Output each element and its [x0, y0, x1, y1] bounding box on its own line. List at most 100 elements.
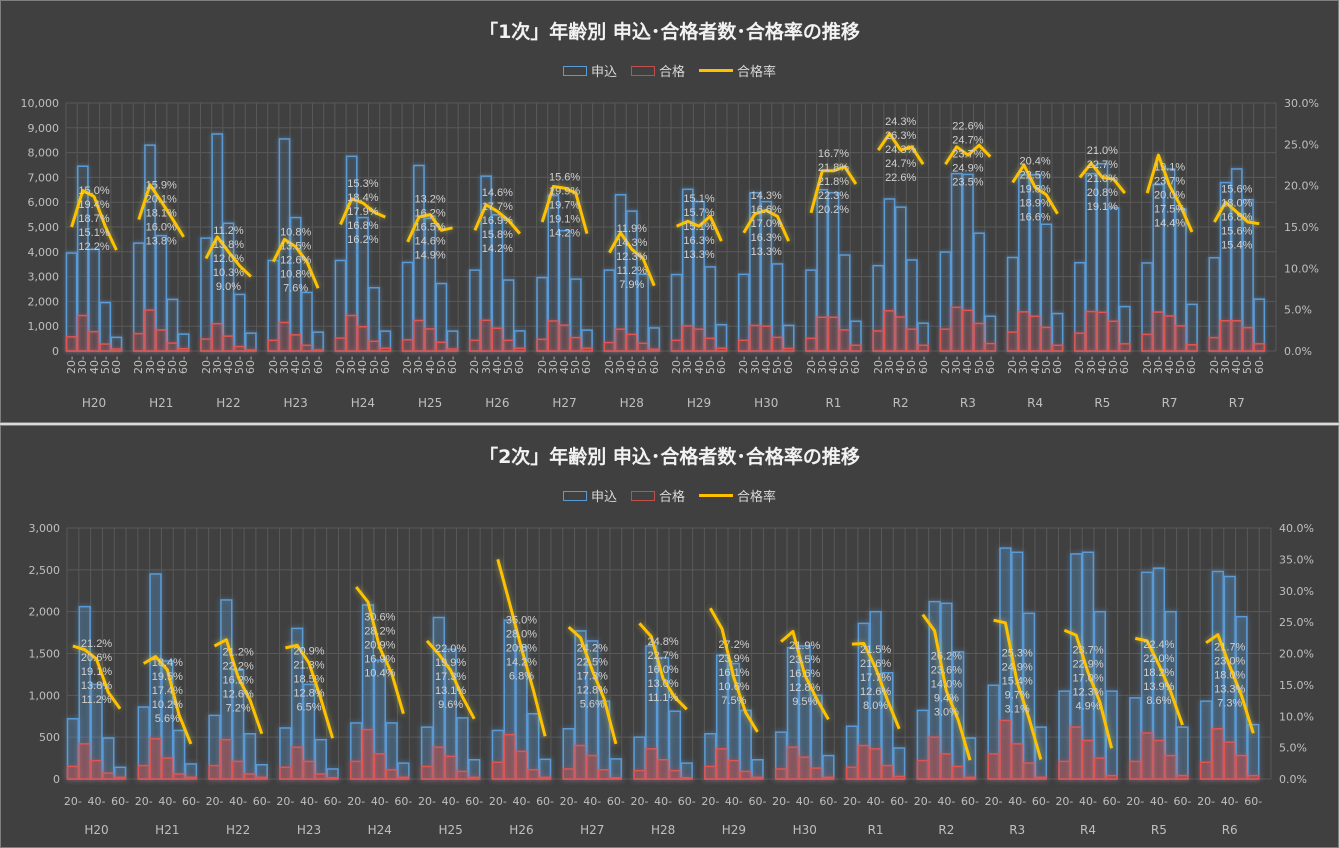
category-label: 60- — [916, 356, 930, 374]
group-label: H20 — [82, 396, 106, 410]
category-label: 40- — [961, 356, 975, 374]
rate-data-label: 14.3% — [616, 237, 647, 249]
rate-data-label: 16.0% — [146, 221, 177, 233]
rate-data-label: 12.3% — [616, 251, 647, 263]
group-label: R5 — [1151, 823, 1167, 837]
category-label: 40- — [1008, 795, 1026, 808]
rate-data-label: 22.6% — [885, 172, 916, 184]
bar-passed — [1199, 761, 1213, 780]
rate-line — [355, 586, 405, 715]
bar-passed — [1074, 332, 1086, 352]
rate-data-label: 16.0% — [647, 664, 678, 676]
rate-data-label: 15.6% — [549, 172, 580, 184]
rate-data-label: 20.1% — [146, 193, 177, 205]
rate-data-label: 3.0% — [934, 706, 959, 718]
y-tick-label: 3,000 — [28, 271, 60, 284]
bar-passed — [1022, 762, 1036, 780]
bar-passed — [1176, 774, 1189, 780]
rate-data-label: 30.6% — [364, 612, 395, 624]
rate-data-label: 26.2% — [931, 650, 962, 662]
group-label: R5 — [1094, 396, 1110, 410]
bar-passed — [648, 348, 661, 352]
rate-data-label: 10.8% — [280, 227, 311, 239]
rate-data-label: 15.8% — [482, 229, 513, 241]
rate-data-label: 35.0% — [506, 614, 537, 626]
category-label: 60- — [647, 356, 661, 374]
category-label: 60- — [714, 356, 728, 374]
bar-passed — [581, 347, 593, 352]
bar-applicants — [782, 324, 795, 352]
y2-tick-label: 30.0% — [1284, 97, 1319, 110]
bar-passed — [845, 766, 859, 780]
bar-passed — [739, 770, 752, 780]
bar-passed — [645, 748, 658, 780]
rate-line — [567, 625, 618, 745]
y2-tick-label: 30.0% — [1279, 585, 1314, 598]
category-label: 60- — [253, 795, 271, 808]
rate-data-label: 16.9% — [364, 654, 395, 666]
rate-data-label: 23.0% — [1214, 655, 1245, 667]
rate-data-label: 28.0% — [506, 628, 537, 640]
rate-data-label: 14.9% — [415, 249, 446, 261]
rate-data-label: 19.1% — [1087, 201, 1118, 213]
rate-data-label: 19.1% — [549, 214, 580, 226]
bar-passed — [850, 344, 862, 352]
bar-passed — [424, 328, 436, 352]
category-label: 20- — [468, 356, 482, 374]
group-label: R3 — [960, 396, 976, 410]
rate-data-label: 16.8% — [347, 220, 378, 232]
rate-line — [271, 237, 320, 289]
y-tick-label: 0 — [53, 773, 60, 786]
rate-line — [944, 143, 992, 166]
bar-passed — [1211, 728, 1225, 780]
rate-data-label: 15.0% — [78, 185, 109, 197]
category-label: 40- — [1079, 795, 1097, 808]
rate-line — [540, 185, 589, 234]
bar-passed — [893, 775, 906, 780]
category-label: 60- — [1185, 356, 1199, 374]
group-label: R2 — [938, 823, 954, 837]
rate-data-label: 18.4% — [347, 192, 378, 204]
bar-applicants — [243, 733, 257, 780]
bar-passed — [76, 314, 89, 352]
category-label: 20- — [64, 795, 82, 808]
bar-passed — [906, 328, 918, 352]
bar-passed — [1235, 754, 1248, 780]
legend-swatch-red — [630, 490, 655, 501]
rate-data-label: 21.7% — [1214, 641, 1245, 653]
bar-passed — [1163, 315, 1176, 352]
category-label: 20- — [631, 795, 649, 808]
rate-data-label: 21.2% — [223, 646, 254, 658]
bar-applicants — [314, 738, 327, 780]
bar-passed — [1058, 760, 1071, 780]
rate-data-label: 17.9% — [347, 206, 378, 218]
rate-line — [142, 655, 193, 745]
y-tick-label: 1,500 — [29, 648, 61, 661]
category-label: 40- — [867, 795, 885, 808]
bar-passed — [869, 748, 882, 780]
rate-data-label: 12.0% — [213, 253, 244, 265]
rate-data-label: 14.2% — [549, 228, 580, 240]
category-label: 30- — [681, 356, 695, 374]
category-label: 60- — [378, 356, 392, 374]
category-label: 20- — [276, 795, 294, 808]
bar-passed — [267, 339, 280, 352]
legend-label: 申込 — [590, 490, 617, 505]
rate-line — [877, 132, 925, 166]
legend-swatch-red — [630, 65, 655, 76]
rate-data-label: 17.0% — [1072, 673, 1103, 685]
bar-passed — [670, 339, 683, 352]
rate-data-label: 15.6% — [1221, 183, 1252, 195]
category-label: 60- — [111, 795, 129, 808]
category-label: 50- — [905, 356, 919, 374]
bar-passed — [1093, 757, 1106, 780]
category-label: 60- — [849, 356, 863, 374]
category-label: 30- — [1084, 356, 1098, 374]
rate-line — [72, 644, 122, 710]
rate-data-label: 17.4% — [152, 685, 183, 697]
rate-data-label: 27.2% — [718, 639, 749, 651]
bar-passed — [562, 768, 575, 780]
bar-passed — [491, 761, 504, 780]
bar-passed — [727, 759, 741, 780]
rate-data-label: 16.1% — [718, 667, 749, 679]
